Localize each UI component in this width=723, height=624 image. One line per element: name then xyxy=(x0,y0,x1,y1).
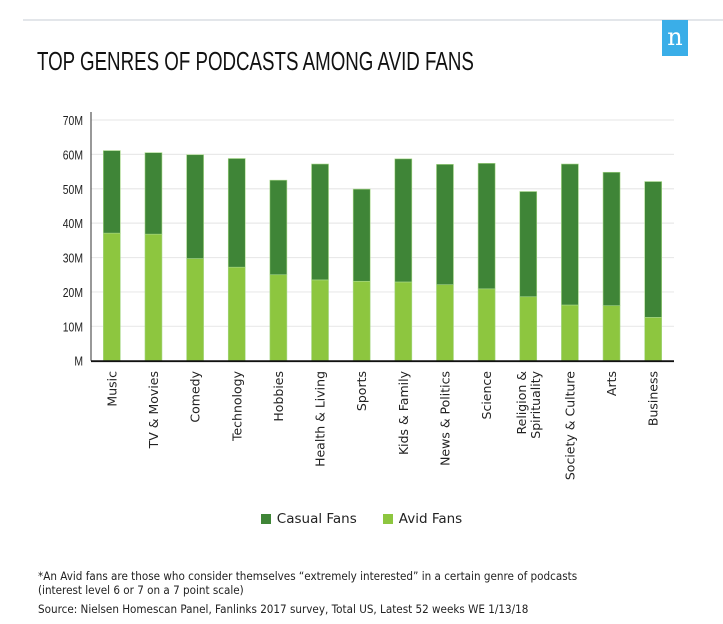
x-tick-label: Science xyxy=(479,371,494,420)
x-tick-label: Comedy xyxy=(188,370,203,422)
bar-stack xyxy=(436,164,454,362)
bar-avid-fans xyxy=(602,305,621,362)
bar-stack xyxy=(144,152,163,361)
bar-avid-fans xyxy=(561,304,579,362)
y-tick-label: 60M xyxy=(63,148,83,162)
x-axis-ticks: Music TV & Movies Comedy Technology Hobbies H… xyxy=(104,370,660,480)
x-tick-label-line: News & Politics xyxy=(437,371,452,466)
x-tick-label-line: Business xyxy=(646,371,661,426)
bar-casual-fans xyxy=(227,158,246,268)
bar-casual-fans xyxy=(144,152,163,235)
x-tick-label: Technology xyxy=(229,370,244,442)
x-tick-label: News & Politics xyxy=(437,371,452,466)
bar-avid-fans xyxy=(644,317,662,361)
x-tick-label: TV & Movies xyxy=(146,371,161,449)
bars xyxy=(103,150,662,362)
bar-stack xyxy=(561,163,579,362)
bar-casual-fans xyxy=(311,163,329,281)
bar-avid-fans xyxy=(519,296,538,362)
x-tick-label-line: Science xyxy=(479,371,494,420)
footnote-line-2: (interest level 6 or 7 on a 7 point scal… xyxy=(38,584,244,597)
x-tick-label-line: Music xyxy=(104,371,119,407)
y-tick-label: 50M xyxy=(63,183,83,197)
bar-stack xyxy=(311,163,329,362)
x-tick-label-line: Health & Living xyxy=(313,371,328,467)
bar-avid-fans xyxy=(477,288,496,362)
y-tick-label: 40M xyxy=(63,217,83,231)
legend-item-casual-fans: Casual Fans xyxy=(260,511,357,527)
stacked-bar-chart: M 10M 20M 30M 40M 50M 60M 70M Music TV & Movies C… xyxy=(63,112,674,480)
bar-casual-fans xyxy=(644,181,662,318)
x-tick-label: Society & Culture xyxy=(562,371,577,480)
bar-avid-fans xyxy=(311,279,329,362)
x-tick-label-line: Society & Culture xyxy=(562,371,577,480)
y-axis-ticks: M 10M 20M 30M 40M 50M 60M 70M xyxy=(63,114,83,369)
nielsen-logo: n xyxy=(662,20,688,56)
bar-avid-fans xyxy=(103,232,121,361)
x-tick-label-line: Sports xyxy=(354,371,369,411)
bar-stack xyxy=(227,158,246,362)
bar-avid-fans xyxy=(269,274,288,362)
gridlines xyxy=(91,119,674,327)
bar-avid-fans xyxy=(186,258,204,362)
source-note: Source: Nielsen Homescan Panel, Fanlinks… xyxy=(38,603,529,616)
bar-avid-fans xyxy=(352,280,371,362)
y-tick-label: M xyxy=(74,355,83,369)
x-tick-label-line: Arts xyxy=(604,371,619,396)
x-tick-label: Kids & Family xyxy=(396,370,411,455)
bar-casual-fans xyxy=(269,179,288,276)
x-tick-label-line: Religion & xyxy=(514,371,529,435)
header-divider xyxy=(23,19,723,21)
x-tick-label: Business xyxy=(646,371,661,426)
bar-stack xyxy=(602,171,621,362)
x-tick-label-line: Spirituality xyxy=(528,370,543,438)
bar-stack xyxy=(103,150,121,361)
legend-label-avid-fans: Avid Fans xyxy=(398,511,463,527)
y-tick-label: 70M xyxy=(63,114,83,128)
bar-stack xyxy=(394,158,413,362)
bar-casual-fans xyxy=(352,188,371,282)
y-tick-label: 10M xyxy=(63,320,83,334)
bar-casual-fans xyxy=(519,191,538,298)
logo-letter: n xyxy=(667,23,683,51)
bar-avid-fans xyxy=(227,266,246,362)
legend-label-casual-fans: Casual Fans xyxy=(276,511,357,527)
x-tick-label-line: Kids & Family xyxy=(396,370,411,455)
y-tick-label: 20M xyxy=(63,286,83,300)
bar-casual-fans xyxy=(561,163,579,306)
x-tick-label: Religion &Spirituality xyxy=(514,370,543,438)
bar-stack xyxy=(519,191,538,362)
x-tick-label-line: TV & Movies xyxy=(146,371,161,449)
chart-title: TOP GENRES OF PODCASTS AMONG AVID FANS xyxy=(37,46,474,76)
bar-casual-fans xyxy=(436,164,454,286)
x-tick-label: Health & Living xyxy=(313,371,328,467)
bar-avid-fans xyxy=(144,233,163,361)
bar-stack xyxy=(186,154,204,362)
x-tick-label: Arts xyxy=(604,371,619,396)
legend: Casual Fans Avid Fans xyxy=(0,511,723,527)
bar-casual-fans xyxy=(394,158,413,283)
bar-stack xyxy=(269,179,288,362)
footnote-line-1: *An Avid fans are those who consider the… xyxy=(38,570,578,583)
footnote: *An Avid fans are those who consider the… xyxy=(38,570,577,598)
bar-casual-fans xyxy=(186,154,204,259)
x-tick-label: Sports xyxy=(354,371,369,411)
bar-avid-fans xyxy=(394,281,413,362)
x-tick-label: Hobbies xyxy=(271,371,286,422)
x-tick-label-line: Comedy xyxy=(188,370,203,422)
x-tick-label-line: Technology xyxy=(229,370,244,442)
x-tick-label: Music xyxy=(104,371,119,407)
bar-casual-fans xyxy=(103,150,121,234)
legend-item-avid-fans: Avid Fans xyxy=(382,511,463,527)
bar-stack xyxy=(477,163,496,362)
y-tick-label: 30M xyxy=(63,251,83,265)
bar-stack xyxy=(352,188,371,362)
legend-swatch-casual-fans xyxy=(260,514,271,524)
bar-stack xyxy=(644,181,662,361)
bar-casual-fans xyxy=(477,163,496,290)
bar-casual-fans xyxy=(602,171,621,306)
legend-swatch-avid-fans xyxy=(382,514,393,524)
bar-avid-fans xyxy=(436,284,454,362)
x-tick-label-line: Hobbies xyxy=(271,371,286,422)
